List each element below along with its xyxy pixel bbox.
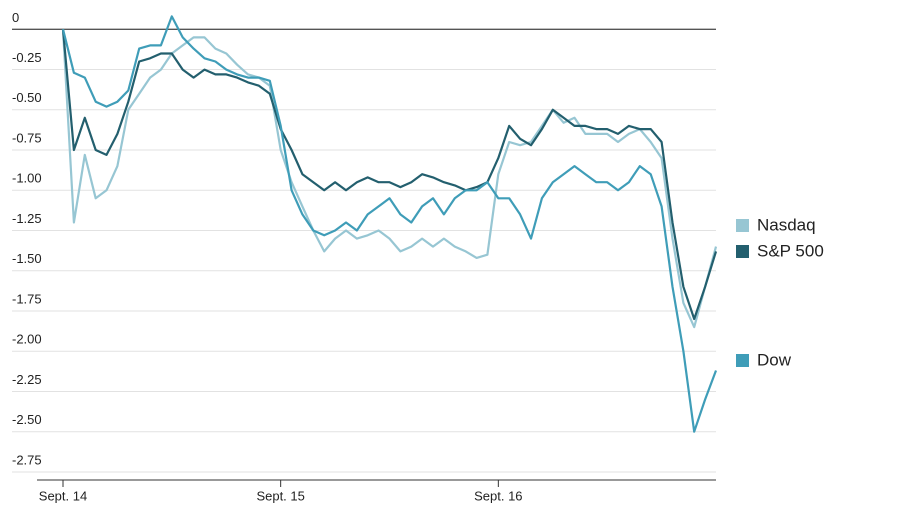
legend-label: Dow bbox=[757, 350, 792, 369]
y-tick-label: -0.25 bbox=[12, 50, 42, 65]
y-tick-label: -2.00 bbox=[12, 332, 42, 347]
legend-swatch bbox=[736, 219, 749, 232]
y-tick-label: -1.75 bbox=[12, 291, 42, 306]
series-line bbox=[61, 15, 718, 433]
legend-swatch bbox=[736, 354, 749, 367]
y-tick-label: -2.25 bbox=[12, 372, 42, 387]
legend-swatch bbox=[736, 245, 749, 258]
x-tick-label: Sept. 16 bbox=[474, 488, 522, 503]
y-tick-label: -1.00 bbox=[12, 171, 42, 186]
y-tick-label: -0.75 bbox=[12, 130, 42, 145]
legend-label: S&P 500 bbox=[757, 241, 824, 260]
y-tick-label: 0 bbox=[12, 10, 19, 25]
series-line bbox=[61, 29, 718, 329]
y-tick-label: -1.25 bbox=[12, 211, 42, 226]
y-tick-label: -1.50 bbox=[12, 251, 42, 266]
series-line bbox=[61, 29, 718, 321]
y-tick-label: -0.50 bbox=[12, 90, 42, 105]
x-tick-label: Sept. 14 bbox=[39, 488, 87, 503]
x-tick-label: Sept. 15 bbox=[256, 488, 304, 503]
y-tick-label: -2.50 bbox=[12, 412, 42, 427]
legend-label: Nasdaq bbox=[757, 215, 816, 234]
y-tick-label: -2.75 bbox=[12, 452, 42, 467]
